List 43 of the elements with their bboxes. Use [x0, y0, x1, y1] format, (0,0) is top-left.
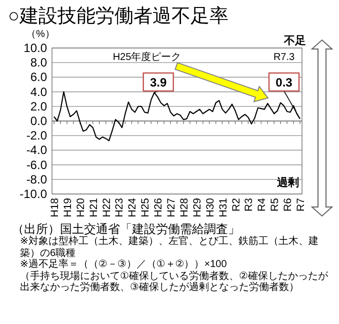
- text: （手持ち現場において①確保している労働者数、②確保したかったが出来なかった労働者数、③確保したが過剰となった労働者数）: [19, 270, 329, 294]
- annotation: 3.9: [150, 76, 168, 90]
- x-tick-label: H26: [152, 198, 165, 218]
- text: （出所）国土交通省「建設労働需給調査」: [12, 222, 240, 236]
- y-tick-label: -4.0: [26, 143, 48, 158]
- y-axis-title: （%）: [26, 29, 55, 40]
- x-tick-label: H29: [191, 198, 204, 218]
- y-tick-label: 6.0: [30, 70, 48, 84]
- x-tick-label: R3: [243, 198, 256, 212]
- x-tick-label: R2: [230, 198, 242, 212]
- x-tick-label: R6: [282, 198, 294, 212]
- x-tick-label: H25: [140, 198, 152, 218]
- x-tick-label: R7: [295, 198, 307, 212]
- x-tick-label: H24: [126, 198, 139, 218]
- y-tick-label: 2.0: [30, 99, 48, 114]
- x-tick-label: H23: [114, 198, 126, 218]
- x-tick-label: H30: [204, 198, 216, 218]
- y-tick-label: -6.0: [26, 158, 48, 172]
- chart-title: ○建設技能労働者過不足率: [8, 5, 228, 27]
- y-tick-label: 10.0: [24, 41, 48, 55]
- annotation: R7.3: [273, 52, 295, 63]
- annotation: 0.3: [276, 76, 293, 90]
- text: ※過不足率＝（（②－③）／（①＋②））×100: [19, 259, 228, 270]
- x-tick-label: H20: [74, 198, 87, 218]
- x-tick-label: R4: [256, 198, 268, 212]
- y-tick-label: -10.0: [20, 187, 48, 201]
- y-tick-label: 0.0: [30, 114, 48, 128]
- x-tick-label: H18: [49, 198, 61, 218]
- y-tick-label: -2.0: [26, 128, 48, 143]
- x-tick-label: H19: [62, 198, 74, 218]
- annotation: H25年度ピーク: [112, 51, 182, 63]
- x-tick-label: R5: [269, 198, 282, 212]
- annotation: 過剰: [276, 176, 299, 189]
- text: ※対象は型枠工（土木、建築）、左官、とび工、鉄筋工（土木、建築）の6職種: [19, 236, 320, 258]
- text: 不足: [283, 35, 306, 47]
- x-tick-label: H22: [100, 198, 113, 218]
- x-tick-label: H31: [217, 198, 230, 218]
- x-tick-label: H28: [178, 198, 190, 218]
- x-tick-label: H27: [166, 198, 178, 218]
- y-tick-label: 8.0: [30, 56, 48, 70]
- y-tick-label: 4.0: [30, 84, 48, 99]
- y-tick-label: -8.0: [26, 172, 48, 186]
- x-tick-label: H21: [88, 198, 100, 218]
